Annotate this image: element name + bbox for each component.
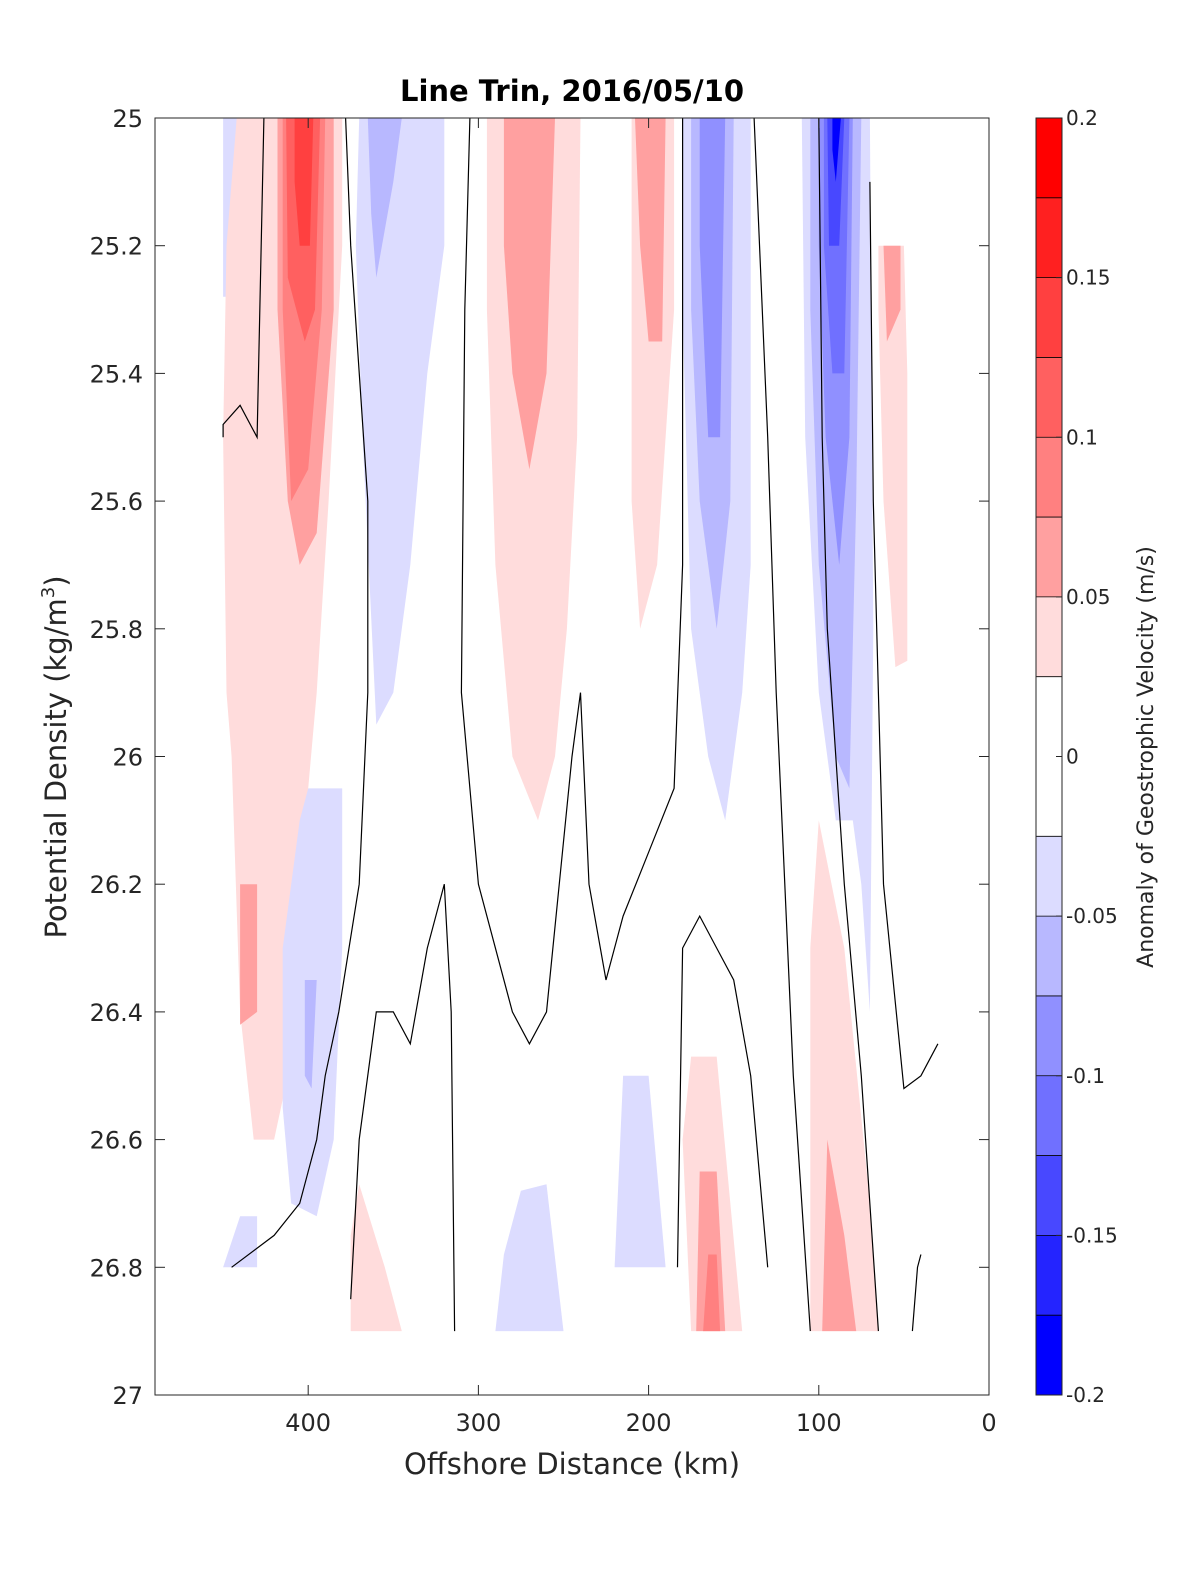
y-tick-label-6: 26.2 (90, 871, 143, 899)
colorbar-tick-label-2: 0.1 (1066, 425, 1098, 449)
contour-fill-5 (294, 118, 314, 246)
colorbar-tick-label-4: 0 (1066, 745, 1079, 769)
y-axis-title-main: Potential Density (kg/m (39, 598, 73, 938)
x-tick-label-1: 300 (455, 1409, 501, 1437)
contour-fill-13 (495, 1184, 564, 1332)
x-tick-label-3: 100 (796, 1409, 842, 1437)
y-axis-title: Potential Density (kg/m3) (38, 575, 73, 938)
filled-contours (223, 118, 908, 1332)
chart-title: Line Trin, 2016/05/10 (400, 74, 744, 108)
y-tick-label-8: 26.6 (90, 1127, 143, 1155)
x-axis: 400 300 200 100 0 (285, 118, 997, 1437)
zero-contour-line-6 (818, 117, 879, 1332)
colorbar-tick-label-3: 0.05 (1066, 585, 1111, 609)
contour-fill-7 (355, 118, 445, 725)
zero-contour-line-8 (911, 1254, 922, 1332)
zero-contour-lines (222, 117, 939, 1332)
colorbar-tick-label-5: -0.05 (1066, 904, 1118, 928)
colorbar-segment-6 (1036, 596, 1062, 677)
colorbar-segment-11 (1036, 1075, 1062, 1156)
y-axis-title-superscript: 3 (38, 587, 59, 598)
x-axis-title: Offshore Distance (km) (404, 1447, 740, 1481)
y-tick-label-10: 27 (112, 1382, 143, 1410)
contour-fill-27 (878, 245, 908, 668)
zero-contour-line-2 (460, 117, 684, 1046)
contour-fill-26 (832, 118, 841, 182)
colorbar-tick-label-1: 0.15 (1066, 266, 1111, 290)
y-tick-label-1: 25.2 (90, 233, 143, 261)
contour-fill-8 (367, 118, 402, 278)
y-tick-label-3: 25.6 (90, 488, 143, 516)
contour-fill-10 (304, 980, 317, 1089)
contour-fill-15 (503, 118, 555, 470)
zero-contour-line-7 (869, 181, 939, 1090)
y-axis-title-suffix: ) (39, 575, 73, 586)
colorbar-segment-1 (1036, 197, 1062, 278)
colorbar-segment-3 (1036, 357, 1062, 438)
colorbar-segment-4 (1036, 437, 1062, 518)
y-tick-label-7: 26.4 (90, 999, 143, 1027)
colorbar-segment-8 (1036, 836, 1062, 917)
y-tick-label-5: 26 (112, 744, 143, 772)
colorbar-title: Anomaly of Geostrophic Velocity (m/s) (1134, 546, 1159, 968)
zero-contour-line-0 (222, 117, 265, 440)
zero-contour-line-4 (676, 914, 769, 1268)
colorbar-tick-label-7: -0.15 (1066, 1223, 1118, 1247)
x-tick-label-2: 200 (626, 1409, 672, 1437)
colorbar-segment-12 (1036, 1155, 1062, 1236)
zero-contour-line-1 (231, 117, 369, 1268)
zero-contour-line-5 (753, 117, 811, 1332)
zero-contour-line-3 (350, 884, 456, 1332)
contour-fill-29 (614, 1075, 666, 1268)
contour-fill-20 (699, 118, 726, 438)
colorbar-tick-label-8: -0.2 (1066, 1383, 1105, 1407)
colorbar: 0.2 0.15 0.1 0.05 0 -0.05 -0.1 -0.15 -0.2 (1035, 106, 1118, 1407)
x-tick-label-4: 0 (981, 1409, 996, 1437)
colorbar-tick-label-0: 0.2 (1066, 106, 1098, 130)
colorbar-tick-label-6: -0.1 (1066, 1064, 1105, 1088)
contour-fill-32 (703, 1254, 721, 1332)
y-tick-label-0: 25 (112, 105, 143, 133)
x-tick-label-0: 400 (285, 1409, 331, 1437)
y-tick-label-9: 26.8 (90, 1254, 143, 1282)
contour-fill-12 (350, 1184, 402, 1332)
colorbar-segment-13 (1036, 1235, 1062, 1316)
colorbar-segment-9 (1036, 916, 1062, 996)
contour-fill-34 (822, 1139, 857, 1332)
plot-area (154, 117, 990, 1396)
y-tick-label-2: 25.4 (90, 360, 143, 388)
contour-fill-17 (635, 118, 666, 342)
colorbar-segment-0 (1036, 118, 1062, 198)
y-tick-label-4: 25.8 (90, 616, 143, 644)
colorbar-segment-10 (1036, 995, 1062, 1076)
colorbar-segment-2 (1036, 277, 1062, 358)
colorbar-segment-14 (1036, 1315, 1062, 1395)
contour-fill-6 (240, 884, 258, 1025)
contour-fill-28 (883, 245, 901, 342)
y-axis: 25 25.2 25.4 25.6 25.8 26 26.2 26.4 26.6 26.8 27 (90, 105, 989, 1410)
colorbar-segment-5 (1036, 517, 1062, 597)
